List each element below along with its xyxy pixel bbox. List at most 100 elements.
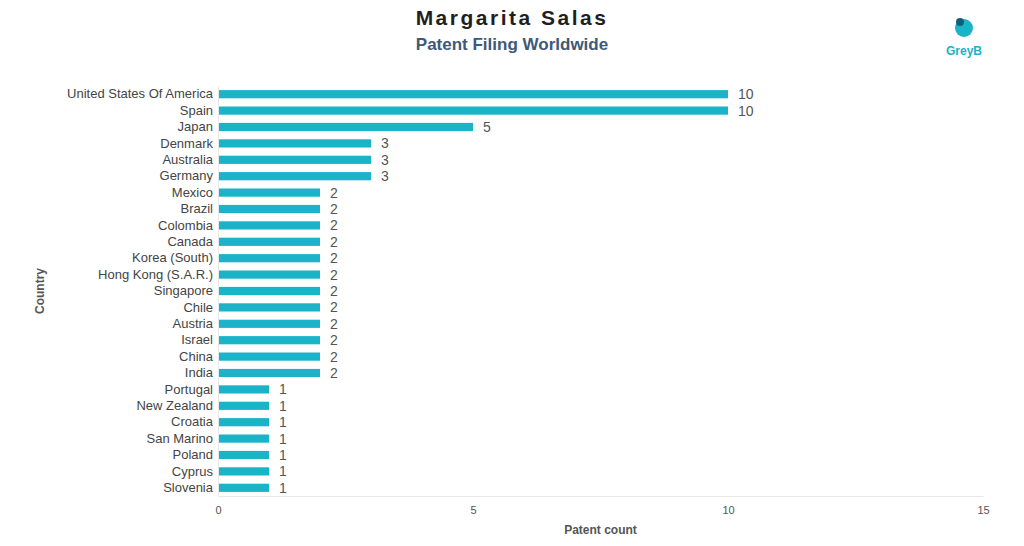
bar	[218, 435, 269, 443]
y-axis: United States Of America SpainJapan Denmar…	[67, 86, 218, 496]
x-tick: 5	[470, 496, 476, 516]
y-tick-label: San Marino	[147, 431, 213, 446]
bar	[218, 90, 728, 98]
x-tick-label: 10	[722, 504, 734, 516]
x-tick-label: 5	[470, 504, 476, 516]
data-label: 2	[330, 217, 338, 233]
bar	[218, 238, 320, 246]
data-label: 1	[279, 463, 287, 479]
y-tick-label: Poland	[173, 447, 213, 462]
x-axis-title: Patent count	[564, 523, 637, 537]
y-tick: India	[185, 365, 218, 380]
bar	[218, 205, 320, 213]
y-tick: Hong Kong (S.A.R.)	[98, 267, 218, 282]
y-tick: Brazil	[180, 201, 218, 216]
x-tick-label: 15	[977, 504, 989, 516]
y-tick-label: Germany	[160, 168, 214, 183]
y-tick-label: Hong Kong (S.A.R.)	[98, 267, 213, 282]
y-tick-label: Singapore	[154, 283, 213, 298]
y-tick: Spain	[180, 103, 218, 118]
y-tick-label: Cyprus	[172, 464, 214, 479]
bar	[218, 287, 320, 295]
y-tick-label: Korea (South)	[132, 250, 213, 265]
bar	[218, 271, 320, 279]
y-tick: Slovenia	[163, 480, 218, 495]
logo-text: GreyB	[946, 44, 982, 58]
bar	[218, 467, 269, 475]
data-label: 10	[738, 86, 754, 102]
data-label: 2	[330, 332, 338, 348]
y-tick-label: Japan	[178, 119, 213, 134]
y-tick: Singapore	[154, 283, 218, 298]
x-axis: 0 5 10 15	[215, 496, 989, 516]
bar	[218, 451, 269, 459]
bar	[218, 107, 728, 115]
y-axis-title: Country	[33, 268, 47, 314]
bar	[218, 385, 269, 393]
bar	[218, 221, 320, 229]
data-label: 3	[381, 152, 389, 168]
bar	[218, 172, 371, 180]
y-tick-label: Chile	[183, 300, 213, 315]
y-tick-label: Portugal	[165, 382, 214, 397]
y-tick: Colombia	[158, 218, 218, 233]
bar	[218, 254, 320, 262]
bar	[218, 369, 320, 377]
data-labels: 101053332222222222221111111	[279, 86, 754, 496]
data-label: 10	[738, 103, 754, 119]
y-tick: Israel	[181, 332, 218, 347]
y-tick-label: Colombia	[158, 218, 214, 233]
y-tick-label: United States Of America	[67, 86, 214, 101]
y-tick-label: Israel	[181, 332, 213, 347]
data-label: 1	[279, 480, 287, 496]
bar	[218, 189, 320, 197]
data-label: 2	[330, 283, 338, 299]
data-label: 1	[279, 414, 287, 430]
y-tick: Croatia	[171, 414, 218, 429]
y-tick: Germany	[160, 168, 218, 183]
data-label: 5	[483, 119, 491, 135]
x-tick: 10	[722, 496, 734, 516]
y-tick-label: India	[185, 365, 214, 380]
y-tick: Austria	[173, 316, 218, 331]
y-tick-label: Brazil	[180, 201, 213, 216]
logo-icon-dot	[956, 18, 964, 26]
data-label: 1	[279, 398, 287, 414]
y-tick-label: Croatia	[171, 414, 214, 429]
y-tick: China	[179, 349, 218, 364]
data-label: 2	[330, 201, 338, 217]
bar	[218, 303, 320, 311]
y-tick-label: China	[179, 349, 214, 364]
bar	[218, 353, 320, 361]
chart: 101053332222222222221111111051015United …	[0, 0, 1024, 546]
bar	[218, 156, 371, 164]
y-tick: Mexico	[172, 185, 218, 200]
y-tick-label: Denmark	[160, 136, 213, 151]
y-tick: Canada	[167, 234, 218, 249]
y-tick-label: Spain	[180, 103, 213, 118]
x-tick: 0	[215, 496, 221, 516]
bar	[218, 336, 320, 344]
title: Margarita Salas	[416, 6, 609, 29]
x-axis-line	[219, 496, 984, 497]
data-label: 2	[330, 349, 338, 365]
x-tick-label: 0	[215, 504, 221, 516]
bar	[218, 418, 269, 426]
bar	[218, 320, 320, 328]
y-tick-label: Slovenia	[163, 480, 214, 495]
y-tick-label: Mexico	[172, 185, 213, 200]
y-tick: San Marino	[147, 431, 218, 446]
y-tick-label: Austria	[173, 316, 214, 331]
bar	[218, 139, 371, 147]
data-label: 2	[330, 316, 338, 332]
y-tick: Cyprus	[172, 464, 218, 479]
data-label: 2	[330, 234, 338, 250]
y-axis-line	[218, 87, 219, 497]
data-label: 2	[330, 267, 338, 283]
y-tick: Korea (South)	[132, 250, 218, 265]
data-label: 2	[330, 185, 338, 201]
data-label: 1	[279, 447, 287, 463]
y-tick: New Zealand	[136, 398, 218, 413]
x-tick: 15	[977, 496, 989, 516]
y-tick: Australia	[162, 152, 218, 167]
